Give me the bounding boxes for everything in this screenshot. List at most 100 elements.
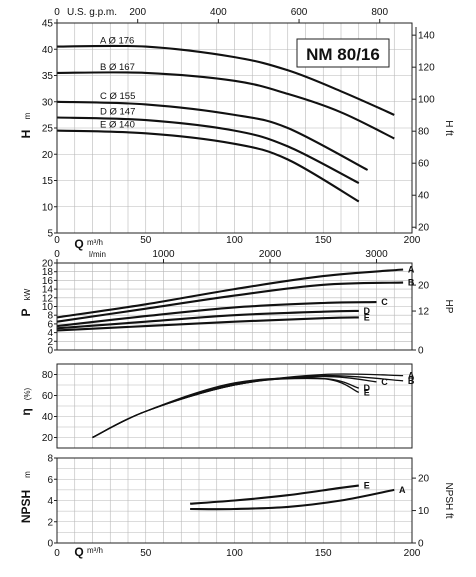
npsh-ytick-label: 6 <box>47 475 53 486</box>
q-axis-unit-upper: m³/h <box>87 238 103 247</box>
q-axis-unit-bottom: m³/h <box>87 546 103 555</box>
npsh-ytick-label: 8 <box>47 454 53 465</box>
npsh-right-tick-label: 20 <box>418 474 430 485</box>
head-ytick-label: 35 <box>42 71 54 82</box>
efficiency-curve-letter-a: A <box>408 371 415 381</box>
lmin-tick-label: 0 <box>54 249 60 260</box>
power-ytick-label: 4 <box>47 328 53 339</box>
efficiency-axis-unit: (%) <box>23 387 32 400</box>
head-curve-label-a: A Ø 176 <box>100 36 134 47</box>
power-curve-d <box>56 309 359 330</box>
head-ytick-label: 15 <box>42 176 54 187</box>
gpm-tick-label: 200 <box>129 7 146 18</box>
npsh-curve-letter-a: A <box>399 485 406 495</box>
efficiency-ytick-label: 60 <box>42 391 54 402</box>
power-curve-b <box>56 281 404 323</box>
power-right-tick-label: 20 <box>418 281 430 292</box>
gpm-tick-label: 800 <box>371 7 388 18</box>
q-tick-label-bottom: 200 <box>404 548 421 559</box>
power-axis-unit: kW <box>23 288 32 300</box>
efficiency-curve-letter-d: D <box>364 383 371 393</box>
head-curve-c <box>56 100 369 171</box>
q-tick-label-bottom: 150 <box>315 548 332 559</box>
power-ytick-label: 0 <box>47 346 53 357</box>
power-curve-letter-d: D <box>364 306 371 316</box>
power-ytick-label: 12 <box>42 293 54 304</box>
npsh-right-axis-title: NPSH ft <box>443 482 454 518</box>
head-right-tick-label: 60 <box>418 159 430 170</box>
head-curve-a <box>56 44 395 116</box>
head-ytick-label: 40 <box>42 45 54 56</box>
npsh-right-tick-label: 0 <box>418 539 424 550</box>
npsh-ytick-label: 2 <box>47 517 53 528</box>
lmin-tick-label: 1000 <box>152 249 175 260</box>
head-curve-b <box>56 71 395 140</box>
head-ytick-label: 20 <box>42 150 54 161</box>
npsh-ytick-label: 4 <box>47 496 53 507</box>
power-ytick-label: 6 <box>47 319 53 330</box>
q-tick-label-bottom: 0 <box>54 548 60 559</box>
head-curve-label-c: C Ø 155 <box>100 91 135 102</box>
head-right-tick-label: 80 <box>418 127 430 138</box>
power-curve-c <box>56 301 377 328</box>
efficiency-curve-letter-e: E <box>364 387 370 397</box>
q-tick-label-upper: 200 <box>404 235 421 246</box>
lmin-axis-title: l/min <box>89 250 106 259</box>
gpm-tick-label: 0 <box>54 7 60 18</box>
head-curve-label-d: D Ø 147 <box>100 107 135 118</box>
power-ytick-label: 10 <box>42 302 54 313</box>
efficiency-curve-letter-b: B <box>408 376 415 386</box>
frame-layer <box>54 19 417 544</box>
head-ytick-label: 10 <box>42 202 54 213</box>
power-axis-title: P <box>19 308 33 316</box>
efficiency-curve-letter-c: C <box>381 377 388 387</box>
power-curve-letter-a: A <box>408 265 415 275</box>
head-right-tick-label: 40 <box>418 191 430 202</box>
power-right-tick-label: 0 <box>418 346 424 357</box>
efficiency-ytick-label: 20 <box>42 433 54 444</box>
npsh-right-tick-label: 10 <box>418 506 430 517</box>
q-axis-title-upper: Q <box>74 237 83 251</box>
head-right-axis-title: H ft <box>443 120 454 136</box>
model-badge-box <box>296 38 390 68</box>
q-tick-label-upper: 100 <box>226 235 243 246</box>
head-ytick-label: 25 <box>42 124 54 135</box>
model-badge: NM 80/16 <box>306 45 380 64</box>
power-ytick-label: 14 <box>42 285 54 296</box>
npsh-axis-title: NPSH <box>19 490 33 523</box>
power-ytick-label: 16 <box>42 276 54 287</box>
head-ytick-label: 45 <box>42 19 54 30</box>
head-curve-d <box>56 116 360 185</box>
power-curve-letter-c: C <box>381 297 388 307</box>
power-ytick-label: 2 <box>47 337 53 348</box>
npsh-axis-unit: m <box>23 471 32 478</box>
head-curve-label-b: B Ø 167 <box>100 62 135 73</box>
power-right-axis-title: HP <box>443 300 454 314</box>
power-curve-a <box>56 268 404 319</box>
head-axis-title: H <box>19 130 33 139</box>
efficiency-curve-e <box>92 377 360 439</box>
q-tick-label-upper: 150 <box>315 235 332 246</box>
head-right-tick-label: 20 <box>418 223 430 234</box>
head-curve-label-e: E Ø 140 <box>100 120 135 131</box>
q-tick-label-bottom: 100 <box>226 548 243 559</box>
power-ytick-label: 20 <box>42 259 54 270</box>
lmin-tick-label: 3000 <box>365 249 388 260</box>
head-curve-e <box>56 129 360 203</box>
head-right-tick-label: 140 <box>418 31 435 42</box>
npsh-curve-e <box>190 484 359 505</box>
npsh-ytick-label: 0 <box>47 539 53 550</box>
npsh-curve-letter-e: E <box>364 481 370 491</box>
q-tick-label-bottom: 50 <box>140 548 152 559</box>
head-right-tick-label: 100 <box>418 95 435 106</box>
head-ytick-label: 5 <box>47 229 53 240</box>
power-right-tick-label: 12 <box>418 307 430 318</box>
efficiency-axis-title: η <box>19 408 33 415</box>
npsh-curve-a <box>190 488 395 511</box>
efficiency-panel-frame <box>56 363 413 449</box>
power-ytick-label: 8 <box>47 311 53 322</box>
gpm-tick-label: 600 <box>291 7 308 18</box>
lmin-tick-label: 2000 <box>259 249 282 260</box>
